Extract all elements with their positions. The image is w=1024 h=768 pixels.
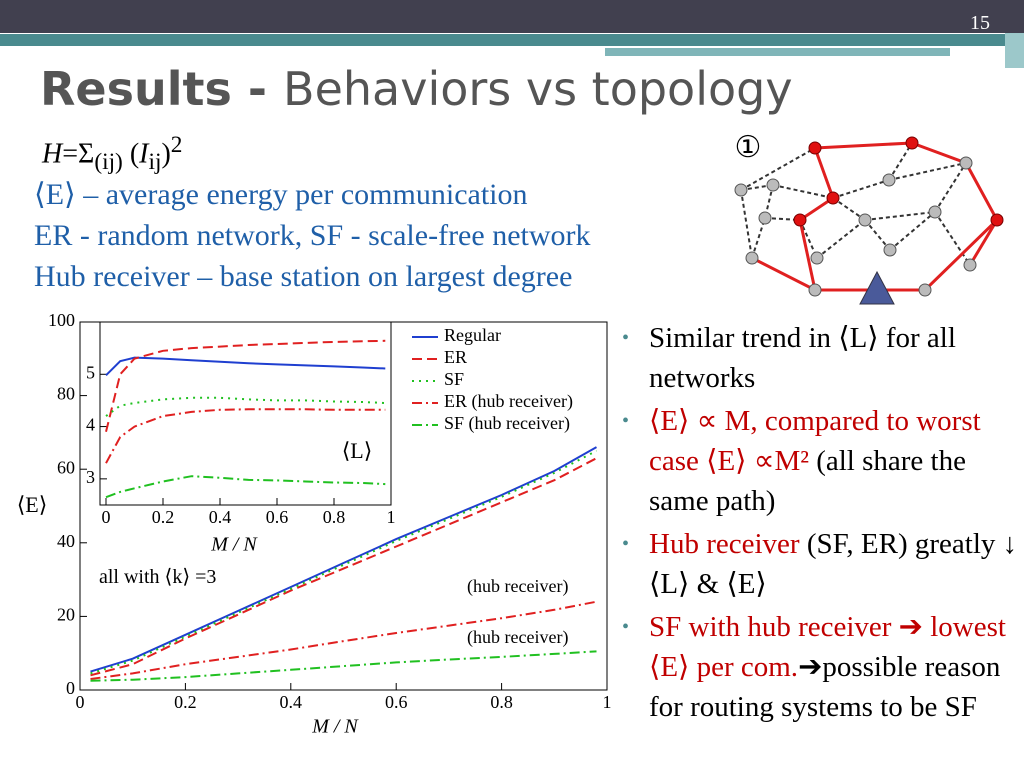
formula-part: 2 bbox=[170, 132, 183, 158]
formula-part: ) bbox=[161, 138, 171, 170]
formula-part: (ij) bbox=[94, 148, 123, 175]
series-line bbox=[90, 457, 597, 677]
network-label: ① bbox=[735, 131, 762, 164]
top-strip bbox=[1005, 33, 1024, 68]
y-tick-label: 3 bbox=[86, 467, 95, 487]
annotation: (hub receiver) bbox=[467, 576, 569, 596]
legend-label: SF (hub receiver) bbox=[444, 413, 570, 434]
y-tick-label: 4 bbox=[86, 415, 95, 435]
description-line: ⟨E⟩ – average energy per communication bbox=[34, 178, 528, 211]
x-tick-label: 0.4 bbox=[209, 507, 232, 527]
chart: 0 0.2 0.4 0.6 0.8 1 3 4 5 M / N ⟨L⟩ bbox=[86, 321, 396, 556]
annotation: (hub receiver) bbox=[467, 627, 569, 647]
title-rest: Behaviors vs topology bbox=[283, 62, 793, 116]
description: ⟨E⟩ – average energy per communication ER… bbox=[34, 174, 591, 297]
plot-frame bbox=[99, 321, 392, 506]
y-tick-label: 80 bbox=[57, 384, 75, 404]
x-tick-label: 1 bbox=[603, 692, 612, 712]
description-line: Hub receiver – base station on largest d… bbox=[34, 260, 573, 293]
series-line bbox=[105, 339, 386, 433]
x-axis-label: M / N bbox=[210, 534, 258, 556]
formula-part: ij bbox=[148, 148, 162, 175]
series-line bbox=[90, 600, 597, 680]
description-line: ER - random network, SF - scale-free net… bbox=[34, 219, 591, 252]
formula-part: H bbox=[42, 138, 63, 170]
series-line bbox=[105, 356, 386, 377]
series-line bbox=[105, 408, 386, 464]
bullet-text: Hub receiver bbox=[649, 528, 800, 560]
y-tick-label: 0 bbox=[66, 678, 75, 698]
x-tick-label: 0 bbox=[101, 507, 110, 527]
title: Results - Behaviors vs topology bbox=[40, 62, 793, 116]
y-axis-label: ⟨E⟩ bbox=[17, 492, 48, 517]
series-line bbox=[105, 475, 386, 499]
bullet-text: ➔possible reason for routing systems to … bbox=[649, 651, 1001, 723]
bullet-text: (SF, ER) greatly ↓ ⟨L⟩ & ⟨E⟩ bbox=[649, 528, 1018, 600]
bullet-text: (all share the same path) bbox=[649, 445, 966, 517]
bullet: Hub receiver (SF, ER) greatly ↓ ⟨L⟩ & ⟨E… bbox=[622, 524, 1019, 604]
bullet-text: ⟨E⟩ ∝ M, compared to worst case ⟨E⟩ ∝M² bbox=[649, 405, 981, 477]
legend-label: ER (hub receiver) bbox=[444, 391, 573, 412]
legend-label: SF bbox=[444, 369, 464, 389]
y-tick-label: 60 bbox=[57, 457, 75, 477]
title-bold: Results - bbox=[40, 62, 284, 116]
x-tick-label: 0.2 bbox=[174, 692, 197, 712]
slide-number: 15 bbox=[970, 12, 990, 34]
top-strip bbox=[0, 34, 1024, 46]
formula-part: ( bbox=[122, 138, 140, 170]
x-tick-label: 0.8 bbox=[490, 692, 513, 712]
top-bar bbox=[0, 0, 1024, 33]
x-tick-label: 0.6 bbox=[266, 507, 289, 527]
y-tick-label: 5 bbox=[86, 362, 95, 382]
y-tick-label: 100 bbox=[48, 310, 75, 330]
x-tick-label: 0.4 bbox=[280, 692, 303, 712]
legend-label: ER bbox=[444, 347, 467, 367]
y-tick-label: 40 bbox=[57, 531, 75, 551]
inset-label: ⟨L⟩ bbox=[342, 438, 373, 463]
series-line bbox=[90, 650, 597, 682]
bullet-text: SF with hub receiver ➔ lowest ⟨E⟩ per co… bbox=[649, 611, 1006, 683]
formula-part: =Σ bbox=[62, 138, 95, 170]
top-strip bbox=[605, 48, 950, 56]
network-diagram bbox=[734, 136, 1004, 305]
annotation: all with ⟨k⟩ =3 bbox=[99, 566, 217, 588]
x-axis-label: M / N bbox=[311, 716, 359, 738]
x-tick-label: 0.8 bbox=[323, 507, 346, 527]
charts: 0 0.2 0.4 0.6 0.8 1 0 20 40 60 80 100 M / N ⟨E⟩ 0 0.2 0.… bbox=[17, 310, 612, 737]
y-tick-label: 20 bbox=[57, 605, 75, 625]
legend-label: Regular bbox=[444, 325, 501, 345]
series-line bbox=[90, 446, 597, 673]
formula-part: I bbox=[139, 138, 149, 170]
bullet-text: Similar trend in ⟨L⟩ for all networks bbox=[649, 322, 956, 394]
formula: H=Σ(ij) (Iij)2 bbox=[42, 132, 182, 176]
x-tick-label: 0.6 bbox=[385, 692, 408, 712]
bullet: SF with hub receiver ➔ lowest ⟨E⟩ per co… bbox=[622, 607, 1019, 727]
bullet-list: Similar trend in ⟨L⟩ for all networks⟨E⟩… bbox=[622, 318, 1019, 730]
x-tick-label: 0 bbox=[76, 692, 85, 712]
x-tick-label: 0.2 bbox=[152, 507, 175, 527]
bullet: ⟨E⟩ ∝ M, compared to worst case ⟨E⟩ ∝M² … bbox=[622, 401, 1019, 521]
series-line bbox=[105, 396, 386, 417]
x-tick-label: 1 bbox=[387, 507, 396, 527]
bullet: Similar trend in ⟨L⟩ for all networks bbox=[622, 318, 1019, 398]
